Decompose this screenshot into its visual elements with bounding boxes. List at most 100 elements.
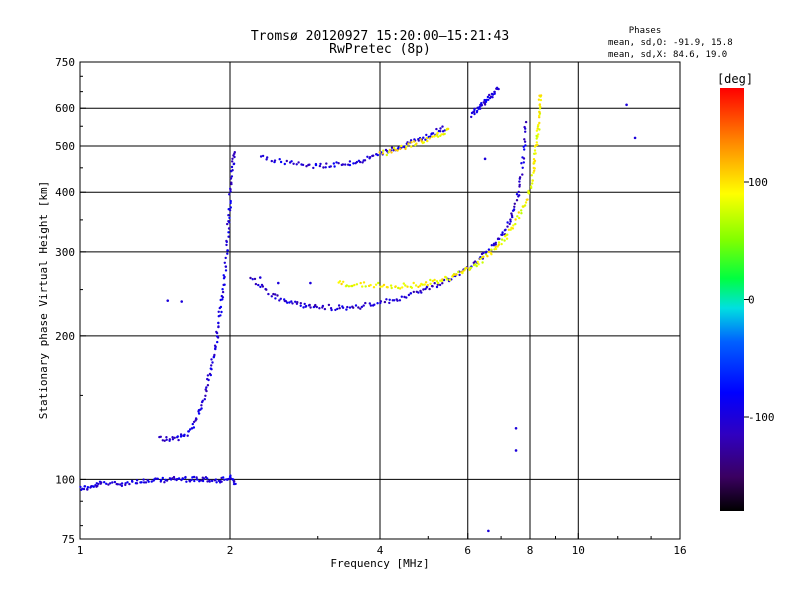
echo-point — [487, 250, 491, 254]
echo-point — [517, 211, 520, 214]
echo-point — [227, 220, 230, 223]
echo-point — [480, 102, 483, 105]
echo-point — [494, 243, 497, 246]
echo-point — [429, 282, 432, 285]
echo-point — [181, 477, 184, 481]
echo-point — [383, 300, 387, 304]
echo-point — [493, 92, 496, 96]
echo-point — [219, 305, 223, 309]
echo-point — [230, 175, 234, 178]
echo-point — [458, 273, 461, 277]
echo-point — [397, 286, 400, 290]
y-tick-label: 200 — [55, 330, 75, 343]
echo-point — [200, 407, 203, 410]
echo-point — [388, 301, 391, 305]
echo-point — [494, 241, 497, 244]
echo-point — [273, 159, 277, 162]
echo-point — [249, 276, 252, 280]
echo-point — [482, 255, 485, 258]
echo-point — [400, 295, 403, 298]
colorbar-tick-label: 0 — [748, 294, 755, 307]
echo-point — [228, 475, 232, 479]
echo-point — [319, 162, 322, 166]
echo-point — [216, 340, 219, 344]
echo-point — [290, 300, 293, 303]
y-tick-label: 100 — [55, 473, 75, 486]
echo-point — [91, 485, 95, 488]
echo-point — [530, 174, 533, 177]
echo-point — [327, 303, 331, 307]
echo-point — [258, 276, 262, 279]
echo-point — [524, 144, 527, 147]
echo-point — [535, 134, 538, 138]
echo-point — [518, 216, 521, 220]
y-tick-label: 300 — [55, 246, 75, 259]
echo-point — [183, 433, 186, 436]
echo-point — [506, 221, 509, 224]
echo-point — [301, 163, 305, 167]
echo-point — [381, 152, 385, 155]
echo-point — [520, 212, 523, 215]
echo-point — [322, 166, 325, 169]
echo-point — [516, 215, 519, 218]
echo-point — [214, 478, 218, 481]
echo-point — [424, 138, 427, 141]
echo-point — [505, 237, 509, 240]
echo-point — [514, 426, 518, 430]
echo-point — [259, 155, 263, 158]
echo-point — [510, 212, 513, 215]
echo-point — [417, 291, 420, 294]
echo-point — [272, 292, 275, 296]
echo-point — [529, 185, 533, 188]
echo-point — [430, 284, 434, 288]
echo-point — [325, 162, 328, 165]
echo-point — [473, 260, 477, 263]
echo-point — [372, 286, 376, 289]
echo-point — [233, 480, 236, 483]
echo-point — [534, 152, 537, 155]
echo-point — [412, 281, 415, 285]
echo-point — [520, 162, 523, 165]
echo-point — [500, 242, 503, 246]
echo-point — [514, 222, 517, 226]
echo-point — [410, 286, 414, 289]
echo-point — [231, 169, 234, 172]
echo-point — [405, 296, 408, 299]
echo-point — [479, 107, 482, 110]
echo-point — [419, 284, 422, 287]
echo-point — [472, 110, 476, 114]
echo-point — [345, 284, 348, 287]
echo-point — [336, 307, 339, 311]
echo-point — [425, 133, 428, 137]
echo-point — [538, 111, 541, 114]
echo-point — [476, 260, 479, 264]
echo-point — [270, 159, 273, 163]
echo-point — [213, 353, 216, 357]
x-tick-label: 10 — [572, 544, 585, 557]
echo-point — [508, 222, 511, 226]
echo-point — [435, 127, 438, 131]
echo-point — [233, 151, 236, 154]
echo-point — [396, 299, 399, 302]
echo-point — [475, 264, 478, 268]
echo-point — [224, 269, 228, 272]
echo-point — [179, 435, 183, 438]
echo-point — [480, 104, 483, 107]
echo-point — [314, 303, 317, 307]
echo-point — [200, 404, 203, 407]
echo-point — [473, 112, 476, 116]
echo-point — [270, 295, 273, 298]
echo-point — [124, 483, 127, 487]
x-tick-label: 8 — [527, 544, 534, 557]
echo-point — [96, 484, 99, 488]
colorbar — [720, 88, 744, 511]
echo-point — [465, 266, 468, 270]
echo-point — [523, 204, 527, 207]
echo-point — [254, 282, 258, 286]
echo-point — [405, 145, 408, 148]
stats-x-line: mean, sd,X: 84.6, 19.0 — [608, 50, 727, 60]
echo-point — [625, 103, 628, 107]
echo-point — [486, 255, 489, 258]
echo-point — [515, 199, 519, 202]
echo-point — [342, 280, 345, 283]
